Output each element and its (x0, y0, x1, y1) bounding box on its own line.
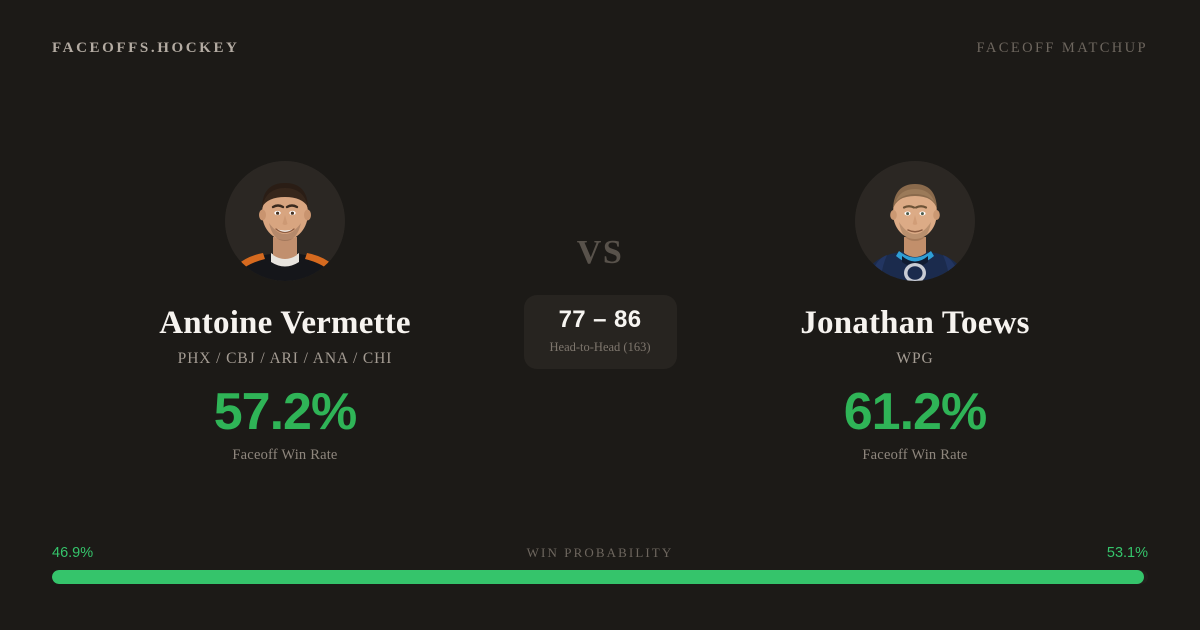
right-player-name: Jonathan Toews (800, 305, 1030, 341)
center-panel: VS 77 – 86 Head-to-Head (163) (500, 96, 700, 369)
brand-logo[interactable]: FACEOFFS.HOCKEY (52, 39, 240, 56)
win-probability-bar-fill (52, 570, 1144, 584)
left-player-avatar (225, 161, 345, 281)
right-player-avatar (855, 161, 975, 281)
right-player-win-rate-label: Faceoff Win Rate (862, 447, 968, 464)
left-player-panel[interactable]: Antoine Vermette PHX / CBJ / ARI / ANA /… (70, 96, 500, 464)
right-win-probability: 53.1% (1106, 544, 1148, 561)
win-probability-bar-track[interactable] (52, 570, 1148, 584)
right-player-win-rate: 61.2% (843, 383, 987, 442)
head-to-head-label: Head-to-Head (163) (549, 340, 651, 354)
header-subtitle: FACEOFF MATCHUP (976, 39, 1148, 56)
left-win-probability: 46.9% (52, 544, 94, 561)
header: FACEOFFS.HOCKEY FACEOFF MATCHUP (0, 0, 1200, 96)
win-probability-labels: 46.9% WIN PROBABILITY 53.1% (52, 544, 1148, 561)
left-player-teams: PHX / CBJ / ARI / ANA / CHI (177, 350, 393, 368)
left-player-name: Antoine Vermette (159, 305, 411, 341)
win-probability-section: 46.9% WIN PROBABILITY 53.1% (52, 544, 1148, 584)
win-probability-title: WIN PROBABILITY (526, 544, 674, 560)
matchup-body: Antoine Vermette PHX / CBJ / ARI / ANA /… (0, 96, 1200, 496)
head-to-head-pill[interactable]: 77 – 86 Head-to-Head (163) (523, 295, 677, 369)
right-player-teams: WPG (896, 350, 934, 368)
vs-label: VS (576, 234, 624, 271)
right-player-panel[interactable]: Jonathan Toews WPG 61.2% Faceoff Win Rat… (700, 96, 1130, 464)
head-to-head-score: 77 – 86 (558, 306, 642, 333)
left-player-win-rate: 57.2% (213, 383, 357, 442)
left-player-win-rate-label: Faceoff Win Rate (232, 447, 338, 464)
